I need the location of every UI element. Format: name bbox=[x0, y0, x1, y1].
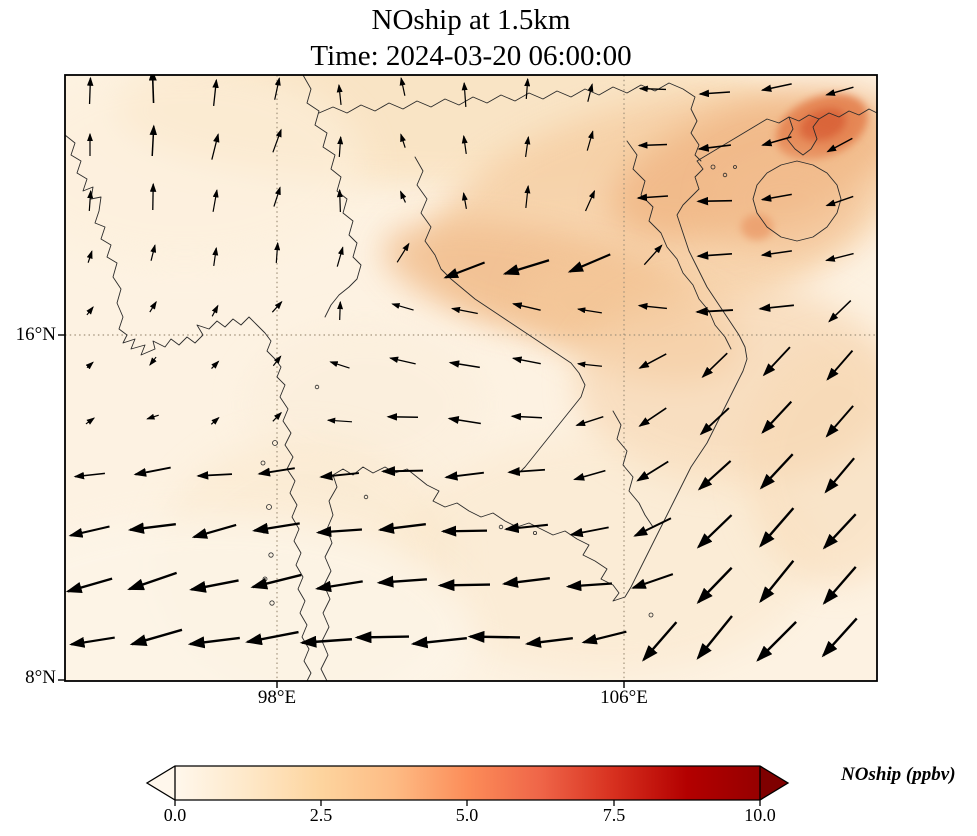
x-tick-label: 106°E bbox=[600, 687, 648, 708]
map-canvas bbox=[58, 74, 878, 688]
y-tick-label: 16°N bbox=[15, 324, 56, 345]
y-tick-label: 8°N bbox=[25, 667, 56, 688]
map-plot bbox=[58, 74, 878, 688]
colorbar-tick-label: 2.5 bbox=[309, 805, 333, 825]
colorbar-tick-label: 7.5 bbox=[602, 805, 626, 825]
plot-title-line2: Time: 2024-03-20 06:00:00 bbox=[310, 40, 632, 72]
x-tick-label: 98°E bbox=[257, 687, 297, 708]
colorbar-label: NOship (ppbv) bbox=[841, 764, 956, 785]
colorbar-canvas bbox=[145, 765, 790, 806]
colorbar-tick-label: 10.0 bbox=[744, 805, 776, 825]
colorbar-tick-label: 5.0 bbox=[455, 805, 479, 825]
plot-title-line1: NOship at 1.5km bbox=[371, 4, 571, 36]
colorbar-tick-label: 0.0 bbox=[163, 805, 187, 825]
plot-title: NOship at 1.5km Time: 2024-03-20 06:00:0… bbox=[65, 2, 877, 74]
colorbar bbox=[145, 764, 805, 808]
